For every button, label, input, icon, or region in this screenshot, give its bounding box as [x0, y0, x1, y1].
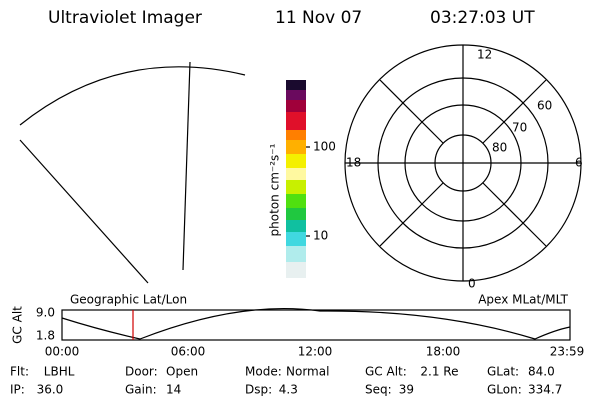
plot-frame: [61, 309, 571, 341]
info-table: Flt: LBHL Door: Open Mode: Normal GC Alt: 2.1 R…: [10, 365, 562, 397]
info-label: Flt:: [10, 365, 29, 379]
info-label: GC Alt:: [365, 365, 407, 379]
edge-line: [19, 139, 149, 284]
info-value: Normal: [286, 365, 329, 379]
instrument: Ultraviolet Imager: [48, 8, 202, 28]
y-tick-label: 9.0: [36, 306, 55, 320]
polar-grid: 12 6 18 0 60 70 80: [344, 44, 583, 291]
info-value: LBHL: [44, 365, 75, 379]
info-label: Mode:: [245, 365, 282, 379]
y-tick-label: 1.8: [36, 329, 55, 343]
info-value: 14: [166, 383, 181, 397]
lat-label: 70: [512, 121, 527, 135]
colorbar: photon cm⁻²s⁻¹ 100 10: [268, 80, 336, 278]
info-value: 2.1 Re: [420, 365, 458, 379]
info-label: GLat:: [487, 365, 519, 379]
mlt-label: 12: [477, 48, 492, 62]
x-tick-label: 18:00: [426, 345, 461, 359]
date: 11 Nov 07: [275, 8, 362, 28]
info-value: 4.3: [279, 383, 298, 397]
info-label: Door:: [125, 365, 158, 379]
image-panel: [19, 61, 246, 284]
info-label: IP:: [10, 383, 25, 397]
lat-label: 80: [492, 141, 507, 155]
mlt-label: 18: [346, 156, 361, 170]
info-label: Seq:: [365, 383, 392, 397]
x-tick-label: 12:00: [298, 345, 333, 359]
edge-line: [182, 61, 191, 271]
info-label: Dsp:: [245, 383, 272, 397]
x-tick-label: 00:00: [45, 345, 80, 359]
altitude-plot: Geographic Lat/Lon Apex MLat/MLT GC Alt …: [11, 293, 585, 359]
colorbar-label: photon cm⁻²s⁻¹: [268, 143, 282, 236]
mlt-label: 6: [575, 156, 583, 170]
left-title: Geographic Lat/Lon: [70, 293, 187, 307]
info-value: 334.7: [528, 383, 562, 397]
x-tick-label: 06:00: [171, 345, 206, 359]
time: 03:27:03 UT: [430, 8, 535, 28]
axis-label: GC Alt: [11, 306, 25, 344]
info-value: 39: [399, 383, 414, 397]
info-value: Open: [166, 365, 198, 379]
info-label: GLon:: [487, 383, 522, 397]
limb-arc: [19, 66, 246, 126]
info-value: 84.0: [528, 365, 555, 379]
info-label: Gain:: [125, 383, 157, 397]
info-value: 36.0: [37, 383, 64, 397]
mlt-label: 0: [468, 277, 476, 291]
lat-label: 60: [537, 99, 552, 113]
altitude-curve: [61, 307, 571, 340]
colorbar-tick: 10: [313, 229, 328, 243]
right-title: Apex MLat/MLT: [478, 293, 568, 307]
x-tick-label: 23:59: [550, 345, 585, 359]
colorbar-tick: 100: [313, 140, 336, 154]
